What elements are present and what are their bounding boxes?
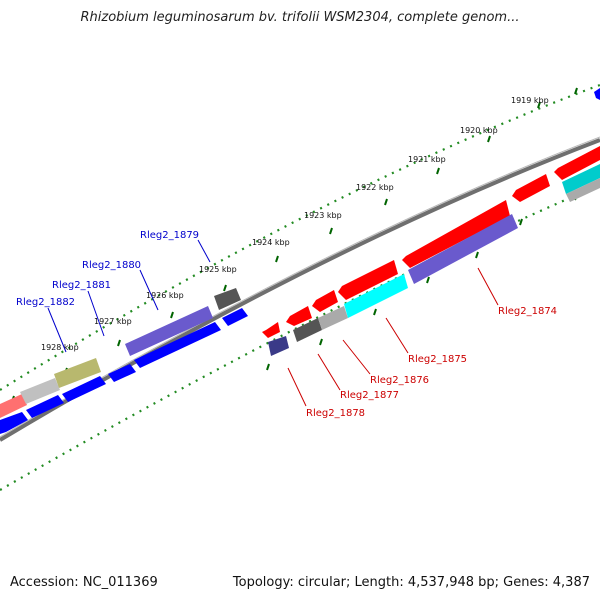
inner-ticks <box>266 193 578 371</box>
tick-label: 1925 kbp <box>199 265 237 274</box>
gene-reverse <box>512 174 550 202</box>
inner-tick-ring <box>0 183 600 491</box>
gene-Rleg2_1881 <box>54 358 101 388</box>
gene-label[interactable]: Rleg2_1877 <box>340 390 399 401</box>
gene-reverse <box>286 306 312 326</box>
tick-mark <box>487 135 491 143</box>
tick-mark <box>319 338 323 346</box>
tick-mark <box>384 198 388 206</box>
gene-reverse <box>312 290 338 312</box>
tick-mark <box>426 276 430 284</box>
gene-Rleg2_1875 <box>344 274 408 318</box>
gene-forward <box>62 376 106 402</box>
tick-label: 1919 kbp <box>511 96 549 105</box>
outer-tick-ring <box>0 83 600 391</box>
gene-Rleg2_1874 <box>408 214 518 284</box>
tick-mark <box>436 167 440 175</box>
leader-line <box>287 367 307 407</box>
gene-Rleg2_1877 <box>293 318 322 342</box>
gene-Rleg2_1882 <box>0 394 27 418</box>
leader-line <box>87 290 105 337</box>
gene-reverse <box>262 322 280 338</box>
tick-mark <box>373 308 377 316</box>
tick-label: 1926 kbp <box>146 291 184 300</box>
accession-text: Accession: NC_011369 <box>10 575 158 590</box>
lower-leaders <box>287 267 499 407</box>
gene-Rleg2_1876 <box>318 306 348 330</box>
gene-edge <box>594 88 600 100</box>
genome-stats: Topology: circular; Length: 4,537,948 bp… <box>232 575 590 590</box>
gene-forward <box>108 364 136 382</box>
gene-label[interactable]: Rleg2_1874 <box>498 306 557 317</box>
tick-label: 1920 kbp <box>460 126 498 135</box>
gene-reverse <box>554 146 600 180</box>
leader-line <box>385 317 409 354</box>
leader-line <box>139 269 159 311</box>
tick-mark <box>117 339 121 347</box>
map-title: Rhizobium leguminosarum bv. trifolii WSM… <box>80 10 520 25</box>
leader-line <box>342 339 371 375</box>
tick-label: 1923 kbp <box>304 211 342 220</box>
gene-reverse <box>338 260 398 300</box>
gene-label[interactable]: Rleg2_1875 <box>408 354 467 365</box>
tick-mark <box>475 251 479 259</box>
gene-Rleg2_1879 <box>214 288 241 310</box>
gene-label[interactable]: Rleg2_1880 <box>82 260 141 271</box>
gene-forward <box>26 395 64 418</box>
tick-mark <box>537 101 541 109</box>
gene-forward <box>134 322 221 368</box>
tick-mark <box>275 255 279 263</box>
upper-leaders <box>47 239 211 353</box>
gene-forward <box>0 412 28 434</box>
gene-Rleg2_1880 <box>125 306 213 356</box>
gene-label[interactable]: Rleg2_1876 <box>370 375 429 386</box>
gene-Rleg2_1878 <box>268 336 289 356</box>
tick-mark <box>266 363 270 371</box>
tick-label: 1922 kbp <box>356 183 394 192</box>
leader-line <box>197 239 211 263</box>
leader-line <box>477 267 499 306</box>
tick-mark <box>519 218 523 226</box>
tick-mark <box>574 87 578 95</box>
major-ticks <box>11 87 578 403</box>
gene-label[interactable]: Rleg2_1878 <box>306 408 365 419</box>
tick-mark <box>170 311 174 319</box>
gene-label[interactable]: Rleg2_1881 <box>52 280 111 291</box>
tick-mark <box>223 284 227 292</box>
tick-mark <box>329 227 333 235</box>
gene-lower-right-part <box>566 178 600 202</box>
tick-label: 1921 kbp <box>408 155 446 164</box>
gene-label[interactable]: Rleg2_1879 <box>140 230 199 241</box>
leader-line <box>47 307 67 353</box>
gene-reverse <box>402 200 510 268</box>
gene-lower-right <box>562 164 600 194</box>
tick-label: 1927 kbp <box>94 317 132 326</box>
leader-line <box>317 353 341 391</box>
gene-forward <box>222 308 248 326</box>
tick-label: 1924 kbp <box>252 238 290 247</box>
tick-label: 1928 kbp <box>41 343 79 352</box>
gene-label[interactable]: Rleg2_1882 <box>16 297 75 308</box>
gene-Rleg2_1882-part <box>20 378 60 404</box>
